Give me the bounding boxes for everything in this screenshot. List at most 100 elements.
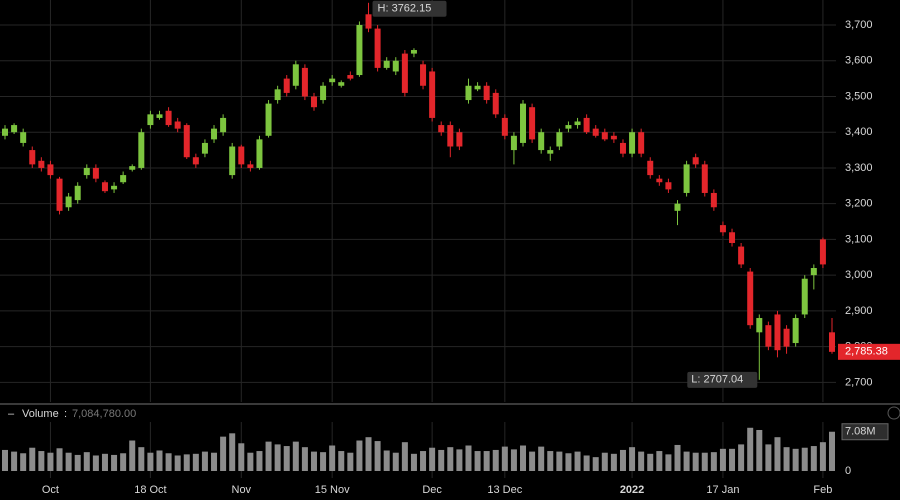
candle-body <box>583 117 590 133</box>
volume-bar <box>274 444 281 471</box>
candle-body <box>438 125 445 133</box>
volume-bar <box>801 447 808 471</box>
x-tick-label: Oct <box>42 484 59 496</box>
volume-bar <box>165 453 172 471</box>
x-tick-label: 18 Oct <box>134 484 166 496</box>
volume-bar <box>229 433 236 471</box>
candle-body <box>92 167 99 179</box>
volume-last-label: 7.08M <box>845 426 876 438</box>
candle-body <box>201 142 208 154</box>
volume-bar <box>547 451 554 471</box>
volume-bar <box>829 431 835 471</box>
volume-bar <box>647 453 654 471</box>
candle-body <box>610 135 617 140</box>
candle-body <box>683 164 690 193</box>
candle-body <box>120 175 127 183</box>
volume-bar <box>2 449 8 471</box>
volume-bar <box>338 451 345 471</box>
volume-bar <box>192 453 199 471</box>
volume-bar <box>438 449 445 471</box>
candle-body <box>174 121 181 129</box>
volume-bar <box>29 447 36 471</box>
volume-bar <box>120 453 127 471</box>
candle-body <box>792 318 799 344</box>
candle-body <box>165 110 172 126</box>
volume-bar <box>92 455 99 471</box>
y-tick-label: 2,900 <box>845 305 873 317</box>
candle-body <box>619 142 626 154</box>
candle-body <box>747 271 754 326</box>
candle-body <box>265 103 272 136</box>
candle-body <box>211 128 218 140</box>
volume-bar <box>583 455 590 471</box>
y-tick-label: 3,500 <box>845 90 873 102</box>
candle-body <box>356 25 363 76</box>
candle-body <box>719 225 726 233</box>
candle-body <box>11 125 18 133</box>
volume-bar <box>510 449 517 471</box>
candle-body <box>20 132 27 143</box>
volume-bar <box>810 446 817 471</box>
candle-body <box>256 139 263 168</box>
y-tick-label: 3,600 <box>845 55 873 67</box>
y-tick-label: 3,200 <box>845 198 873 210</box>
last-price-box <box>838 343 900 360</box>
volume-bar <box>65 452 72 471</box>
collapse-button[interactable] <box>887 406 900 420</box>
volume-bar <box>701 452 708 471</box>
candle-body <box>629 132 636 154</box>
y-tick-label: 3,700 <box>845 19 873 31</box>
volume-bar <box>783 447 790 471</box>
candle-body <box>601 132 608 140</box>
volume-bar <box>492 449 499 471</box>
volume-bar <box>529 451 536 471</box>
volume-bar <box>238 443 245 471</box>
candle-body <box>65 196 72 208</box>
candle-body <box>474 85 481 90</box>
candle-body <box>501 117 508 136</box>
candle-body <box>729 232 736 243</box>
candle-body <box>810 268 817 276</box>
volume-bar <box>374 441 381 471</box>
volume-bar <box>256 451 263 471</box>
volume-bar <box>74 454 81 471</box>
candle-body <box>738 246 745 265</box>
volume-bar <box>56 448 63 471</box>
candle-body <box>774 314 781 351</box>
candle-body <box>301 67 308 97</box>
candle-body <box>338 82 345 86</box>
candle-body <box>138 132 145 168</box>
candle-body <box>710 192 717 208</box>
volume-bar <box>392 452 399 471</box>
low-label: L: 2707.04 <box>691 374 743 386</box>
candle-body <box>347 75 354 79</box>
volume-bar <box>592 457 599 471</box>
candle-body <box>374 28 381 68</box>
volume-bar <box>211 452 218 471</box>
volume-bar <box>774 437 781 471</box>
last-price-label: 2,785.38 <box>845 346 888 358</box>
candle-body <box>674 203 681 211</box>
volume-bar <box>474 451 481 471</box>
candle-body <box>456 132 463 147</box>
candle-body <box>592 128 599 136</box>
volume-bar <box>619 449 626 471</box>
x-tick-label: Nov <box>232 484 252 496</box>
candle-body <box>492 92 499 115</box>
volume-bar <box>456 449 463 471</box>
volume-bar <box>129 440 136 471</box>
candle-body <box>383 60 390 68</box>
x-tick-label: 17 Jan <box>706 484 739 496</box>
volume-bar <box>629 447 636 471</box>
candle-body <box>320 85 327 101</box>
volume-bar <box>47 452 54 471</box>
volume-bar <box>483 451 490 471</box>
volume-bar <box>83 452 90 471</box>
candle-body <box>147 114 154 126</box>
x-tick-label: 13 Dec <box>487 484 522 496</box>
candle-body <box>74 185 81 201</box>
candle-body <box>292 64 299 86</box>
candle-body <box>638 132 645 154</box>
volume-bar <box>729 448 736 471</box>
